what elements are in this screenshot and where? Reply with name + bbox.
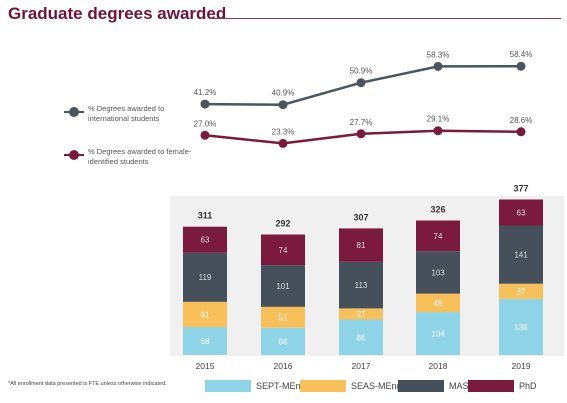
bar-segment-masc xyxy=(339,261,383,309)
female-data-label: 29.1% xyxy=(427,115,450,124)
bar-value-label: 45 xyxy=(434,299,443,308)
international-point xyxy=(200,99,210,109)
bar-value-label: 103 xyxy=(431,268,445,277)
bar-legend-sept: SEPT-MEng xyxy=(205,380,306,392)
bar-value-label: 141 xyxy=(514,251,528,260)
x-tick-label: 2019 xyxy=(512,361,531,371)
bar-segment-phd xyxy=(499,199,543,226)
international-legend-label: % Degrees awarded to international stude… xyxy=(88,104,165,123)
international-data-label: 58.4% xyxy=(510,50,533,59)
bar-value-label: 74 xyxy=(279,246,288,255)
bar-total-label: 377 xyxy=(513,184,528,194)
x-tick-label: 2017 xyxy=(352,361,371,371)
phd-swatch xyxy=(468,380,514,392)
international-data-label: 50.9% xyxy=(350,67,373,76)
footnote: *All enrollment data presented is FTE un… xyxy=(8,381,167,387)
female-point xyxy=(516,127,526,137)
female-legend-label: % Degrees awarded to female-identified s… xyxy=(88,147,192,166)
x-tick-label: 2016 xyxy=(274,361,293,371)
bar-legend-seas: SEAS-MEng xyxy=(300,380,402,392)
female-point xyxy=(433,126,443,136)
bar-value-label: 68 xyxy=(201,337,210,346)
bar-value-label: 61 xyxy=(201,310,210,319)
female-point xyxy=(200,130,210,140)
bar-total-label: 311 xyxy=(198,211,213,221)
masc-swatch xyxy=(398,380,444,392)
bar-total-label: 307 xyxy=(353,212,368,222)
legend-female: % Degrees awarded to female-identified s… xyxy=(64,147,198,167)
bar-segment-seas-meng xyxy=(183,301,227,327)
bar-value-label: 37 xyxy=(517,287,526,296)
x-tick-label: 2018 xyxy=(429,361,448,371)
bar-value-label: 113 xyxy=(355,281,368,290)
international-point xyxy=(356,78,366,88)
bar-segment-phd xyxy=(183,226,227,253)
female-legend-marker xyxy=(64,150,84,160)
sept-swatch xyxy=(205,380,251,392)
bar-value-label: 51 xyxy=(279,313,288,322)
international-data-label: 40.9% xyxy=(272,89,295,98)
bar-segment-masc xyxy=(261,265,305,307)
bar-legend-phd: PhD xyxy=(468,380,537,392)
bar-segment-sept-meng xyxy=(339,319,383,355)
international-data-label: 41.2% xyxy=(194,88,217,97)
legend-international: % Degrees awarded to international stude… xyxy=(64,104,198,124)
bar-value-label: 86 xyxy=(357,333,366,342)
bar-segment-seas-meng xyxy=(339,308,383,320)
phd-legend-label: PhD xyxy=(519,381,537,391)
bar-value-label: 63 xyxy=(517,209,526,218)
international-data-label: 58.3% xyxy=(427,50,450,59)
bar-segment-sept-meng xyxy=(499,298,543,355)
female-data-label: 23.3% xyxy=(272,127,295,136)
female-point xyxy=(356,129,366,139)
bar-value-label: 81 xyxy=(357,241,366,250)
bar-segment-sept-meng xyxy=(183,326,227,355)
bar-segment-seas-meng xyxy=(416,293,460,313)
bar-legend-masc: MASc xyxy=(398,380,473,392)
bar-segment-seas-meng xyxy=(499,283,543,299)
bar-segment-masc xyxy=(183,252,227,302)
bar-segment-sept-meng xyxy=(416,312,460,355)
title-rule xyxy=(209,18,561,19)
bar-value-label: 104 xyxy=(431,330,445,339)
bar-value-label: 101 xyxy=(276,282,290,291)
female-data-label: 27.0% xyxy=(194,119,217,128)
female-data-label: 27.7% xyxy=(350,118,373,127)
sept-legend-label: SEPT-MEng xyxy=(256,381,306,391)
bar-segment-seas-meng xyxy=(261,306,305,328)
bar-value-label: 66 xyxy=(279,337,288,346)
seas-legend-label: SEAS-MEng xyxy=(351,381,402,391)
bar-segment-masc xyxy=(416,251,460,294)
international-point xyxy=(516,61,526,71)
bar-value-label: 136 xyxy=(514,323,528,332)
x-tick-label: 2015 xyxy=(196,361,215,371)
seas-swatch xyxy=(300,380,346,392)
bar-total-label: 292 xyxy=(275,219,290,229)
bar-value-label: 63 xyxy=(201,236,210,245)
bar-segment-masc xyxy=(499,225,543,284)
bar-value-label: 119 xyxy=(199,273,212,282)
bar-total-label: 326 xyxy=(430,205,445,215)
bar-segment-sept-meng xyxy=(261,327,305,355)
masc-legend-label: MASc xyxy=(449,381,474,391)
bar-segment-phd xyxy=(416,220,460,251)
bar-segment-phd xyxy=(339,228,383,262)
female-point xyxy=(278,138,288,148)
international-point xyxy=(433,61,443,71)
bar-segment-phd xyxy=(261,234,305,265)
bar-value-label: 27 xyxy=(357,310,366,319)
international-legend-marker xyxy=(64,107,84,117)
female-data-label: 28.6% xyxy=(510,116,533,125)
international-point xyxy=(278,100,288,110)
page-title: Graduate degrees awarded xyxy=(8,4,227,23)
bar-value-label: 74 xyxy=(434,232,443,241)
